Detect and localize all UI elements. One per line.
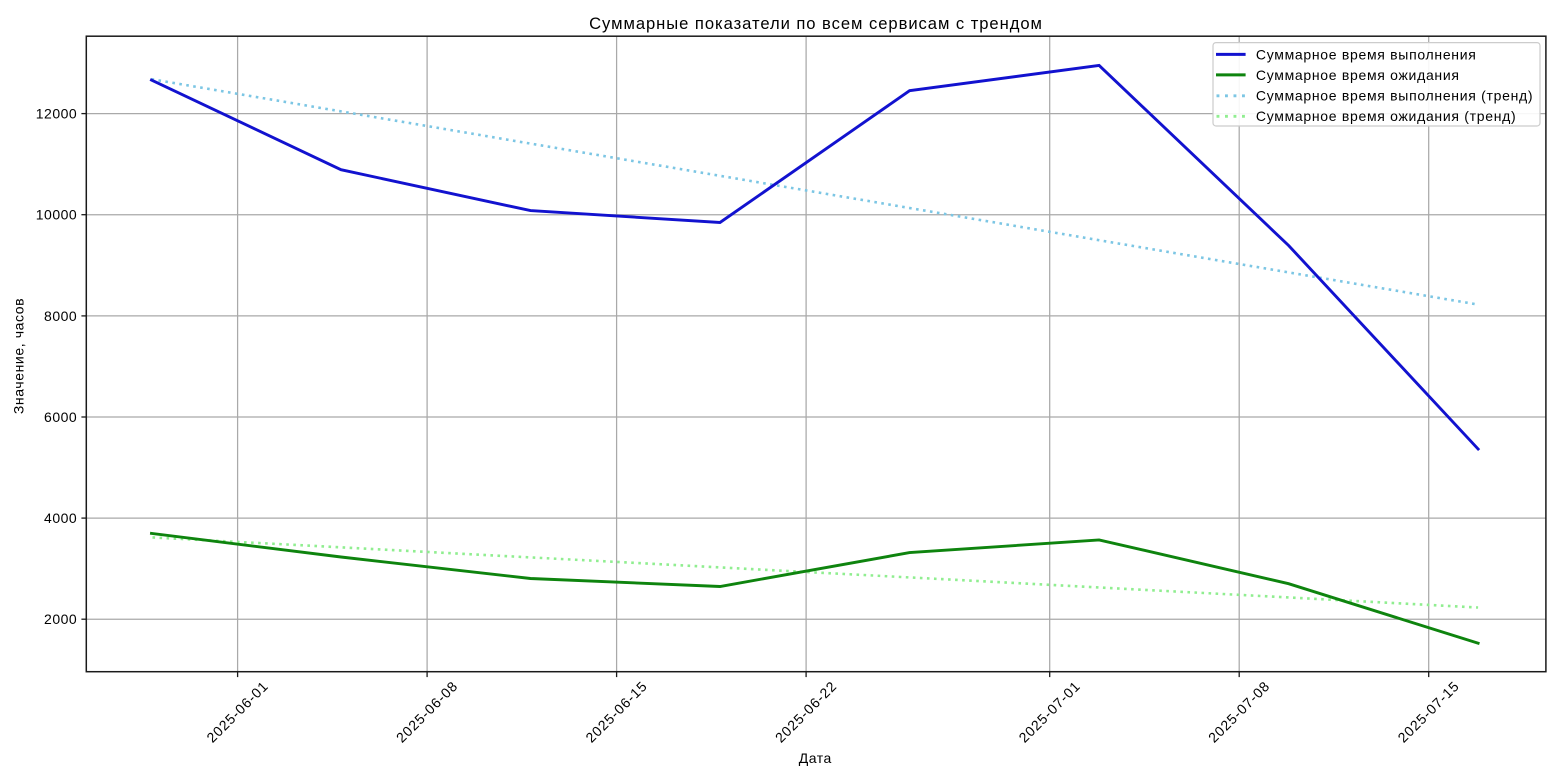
svg-text:10000: 10000 (36, 207, 77, 223)
svg-text:8000: 8000 (44, 308, 77, 324)
svg-text:Дата: Дата (799, 750, 832, 766)
svg-text:Суммарное время выполнения: Суммарное время выполнения (1256, 46, 1477, 62)
svg-text:12000: 12000 (36, 106, 77, 122)
svg-text:Суммарное время выполнения (тр: Суммарное время выполнения (тренд) (1256, 88, 1533, 104)
svg-text:6000: 6000 (44, 409, 77, 425)
svg-text:Значение, часов: Значение, часов (11, 298, 27, 414)
svg-text:2000: 2000 (44, 611, 77, 627)
svg-text:Суммарное время ожидания (трен: Суммарное время ожидания (тренд) (1256, 108, 1516, 124)
svg-text:Суммарное время ожидания: Суммарное время ожидания (1256, 67, 1460, 83)
svg-text:Суммарные показатели по всем с: Суммарные показатели по всем сервисам с … (589, 14, 1043, 33)
svg-text:4000: 4000 (44, 510, 77, 526)
